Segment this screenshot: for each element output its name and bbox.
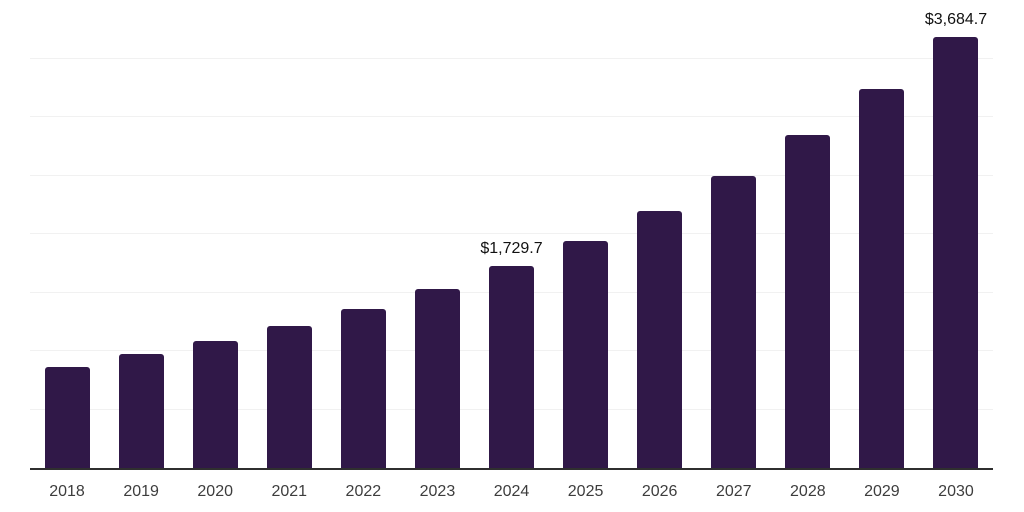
bar-2029 [859, 89, 905, 468]
gridline-2500 [30, 174, 993, 176]
gridline-3000 [30, 116, 993, 117]
x-tick-label-2023: 2023 [419, 483, 456, 500]
bar-slot-2029 [845, 0, 919, 468]
bar-2022 [340, 309, 386, 468]
plot-area: $1,729.7 $3,684.7 [30, 0, 993, 470]
x-tick-label-2018: 2018 [49, 483, 85, 500]
bar-slot-2028 [771, 0, 845, 468]
bar-slot-2018 [30, 0, 104, 468]
bar-2030 [933, 36, 979, 468]
bar-2025 [563, 240, 609, 468]
x-tick-label-2022: 2022 [345, 483, 382, 500]
bar-slot-2025 [549, 0, 623, 468]
x-tick-label-2027: 2027 [715, 483, 752, 500]
x-tick-label-2024: 2024 [493, 483, 530, 500]
x-tick-label-2021: 2021 [271, 483, 308, 500]
bar-2021 [266, 326, 312, 468]
x-tick-label-2020: 2020 [197, 483, 233, 500]
x-tick-label-2026: 2026 [641, 483, 678, 500]
gridline-3500 [30, 57, 993, 59]
bar-slot-2026 [623, 0, 697, 468]
bar-slot-2023 [400, 0, 474, 468]
bar-2028 [785, 135, 831, 468]
bar-slot-2027 [697, 0, 771, 468]
x-tick-label-2028: 2028 [790, 483, 826, 500]
bar-slot-2019 [104, 0, 178, 468]
bar-2026 [637, 210, 683, 468]
x-tick-label-2019: 2019 [123, 483, 159, 500]
bar-2024 [489, 265, 534, 468]
bar-slot-2024: $1,729.7 [474, 0, 548, 468]
x-tick-label-2030: 2030 [938, 483, 974, 500]
x-axis-labels: 2018 2019 2020 2021 2022 2023 2024 2025 2026 2027… [30, 482, 993, 502]
x-tick-label-2029: 2029 [864, 483, 900, 500]
x-tick-label-2025: 2025 [567, 483, 604, 500]
gridline-2000 [30, 233, 993, 234]
bar-2020 [192, 341, 238, 468]
value-label-2030: $3,684.7 [924, 10, 988, 28]
bar-2027 [711, 175, 757, 468]
bar-slot-2030: $3,684.7 [919, 0, 993, 468]
x-axis-line [30, 468, 993, 470]
bar-slot-2020 [178, 0, 252, 468]
bar-2018 [44, 367, 90, 468]
bars-layer: $1,729.7 $3,684.7 [30, 0, 993, 468]
bar-slot-2021 [252, 0, 326, 468]
bar-2019 [118, 354, 164, 468]
bar-2023 [414, 288, 460, 468]
bar-slot-2022 [326, 0, 400, 468]
value-label-2024: $1,729.7 [480, 239, 543, 257]
